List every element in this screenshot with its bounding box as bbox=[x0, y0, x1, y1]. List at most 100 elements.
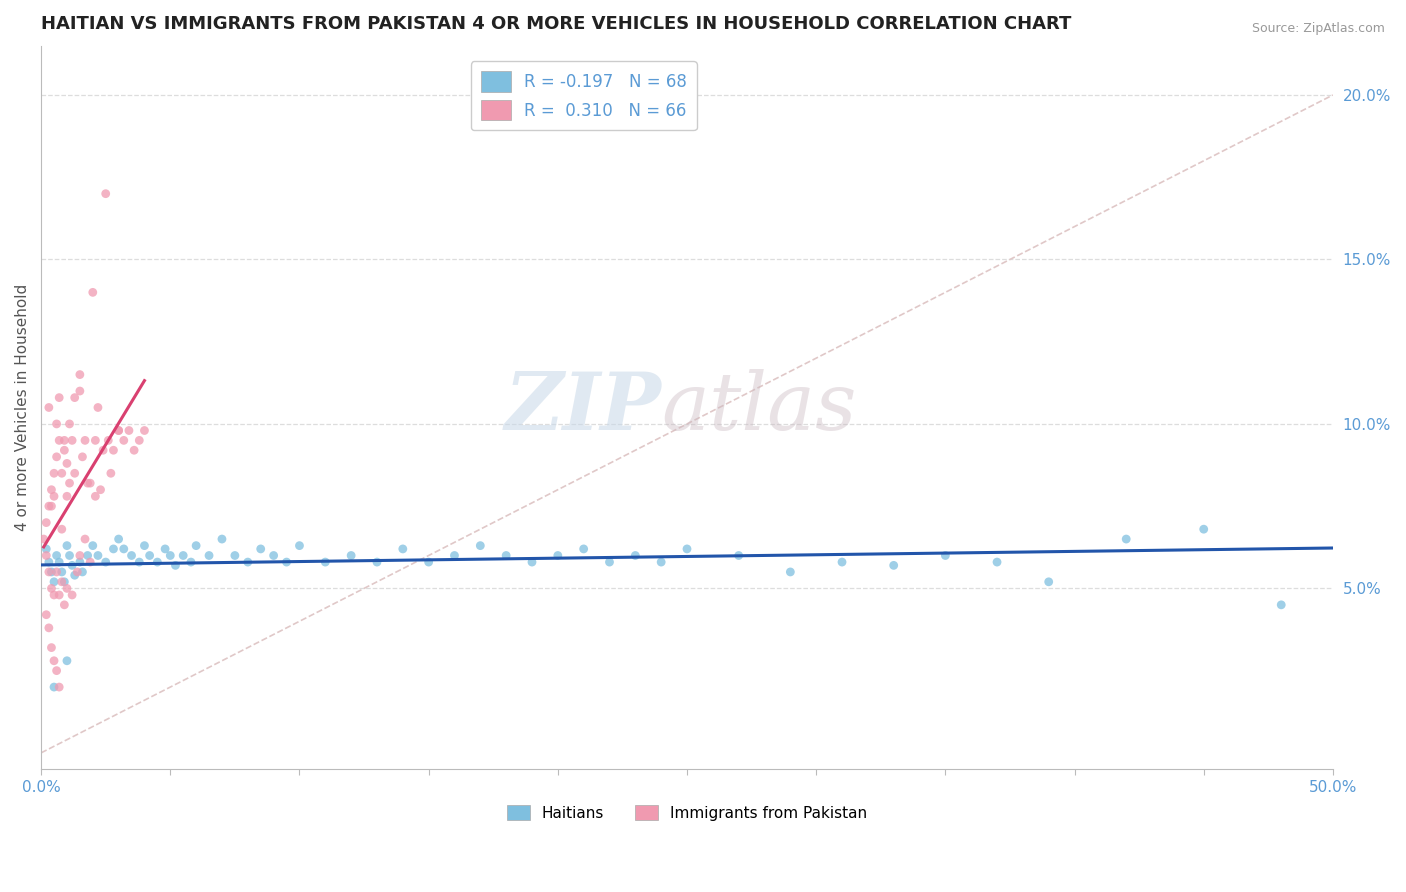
Point bbox=[51, 574, 73, 589]
Point bbox=[53, 434, 76, 448]
Point bbox=[165, 558, 187, 573]
Point bbox=[211, 532, 233, 546]
Point bbox=[443, 549, 465, 563]
Point bbox=[1192, 522, 1215, 536]
Point bbox=[263, 549, 285, 563]
Point bbox=[107, 532, 129, 546]
Point bbox=[624, 549, 647, 563]
Point bbox=[76, 476, 98, 491]
Point bbox=[883, 558, 905, 573]
Point bbox=[42, 588, 65, 602]
Point bbox=[153, 541, 176, 556]
Point bbox=[495, 549, 517, 563]
Point bbox=[122, 443, 145, 458]
Point bbox=[727, 549, 749, 563]
Point bbox=[159, 549, 181, 563]
Point bbox=[51, 522, 73, 536]
Point bbox=[42, 489, 65, 503]
Point bbox=[520, 555, 543, 569]
Point bbox=[41, 565, 63, 579]
Point bbox=[91, 443, 114, 458]
Point bbox=[48, 680, 70, 694]
Point bbox=[470, 539, 492, 553]
Point bbox=[42, 654, 65, 668]
Point bbox=[180, 555, 202, 569]
Point bbox=[94, 186, 117, 201]
Point bbox=[56, 457, 79, 471]
Point bbox=[650, 555, 672, 569]
Point bbox=[38, 401, 60, 415]
Point bbox=[112, 541, 135, 556]
Point bbox=[831, 555, 853, 569]
Point bbox=[572, 541, 595, 556]
Point bbox=[366, 555, 388, 569]
Point bbox=[35, 549, 58, 563]
Point bbox=[45, 417, 67, 431]
Point bbox=[35, 541, 58, 556]
Point bbox=[986, 555, 1008, 569]
Point bbox=[48, 588, 70, 602]
Point bbox=[48, 555, 70, 569]
Point bbox=[934, 549, 956, 563]
Point bbox=[146, 555, 169, 569]
Point bbox=[249, 541, 271, 556]
Point bbox=[198, 549, 221, 563]
Point bbox=[45, 565, 67, 579]
Point bbox=[38, 565, 60, 579]
Point bbox=[69, 549, 91, 563]
Point bbox=[42, 574, 65, 589]
Point bbox=[72, 565, 94, 579]
Point bbox=[53, 598, 76, 612]
Point bbox=[84, 434, 107, 448]
Point bbox=[56, 489, 79, 503]
Point bbox=[53, 574, 76, 589]
Point bbox=[73, 434, 96, 448]
Point bbox=[94, 555, 117, 569]
Point bbox=[41, 640, 63, 655]
Point bbox=[41, 499, 63, 513]
Legend: Haitians, Immigrants from Pakistan: Haitians, Immigrants from Pakistan bbox=[501, 798, 873, 827]
Point bbox=[60, 434, 83, 448]
Point bbox=[1270, 598, 1292, 612]
Point bbox=[79, 476, 101, 491]
Point bbox=[58, 476, 80, 491]
Point bbox=[35, 516, 58, 530]
Point bbox=[41, 483, 63, 497]
Point bbox=[53, 443, 76, 458]
Point bbox=[69, 368, 91, 382]
Point bbox=[63, 391, 86, 405]
Point bbox=[82, 539, 104, 553]
Point bbox=[35, 607, 58, 622]
Point bbox=[1115, 532, 1137, 546]
Point bbox=[100, 467, 122, 481]
Point bbox=[41, 582, 63, 596]
Point bbox=[172, 549, 194, 563]
Point bbox=[103, 541, 125, 556]
Point bbox=[38, 499, 60, 513]
Point bbox=[128, 434, 150, 448]
Point bbox=[51, 565, 73, 579]
Point bbox=[118, 424, 141, 438]
Point bbox=[48, 434, 70, 448]
Y-axis label: 4 or more Vehicles in Household: 4 or more Vehicles in Household bbox=[15, 284, 30, 531]
Point bbox=[224, 549, 246, 563]
Text: HAITIAN VS IMMIGRANTS FROM PAKISTAN 4 OR MORE VEHICLES IN HOUSEHOLD CORRELATION : HAITIAN VS IMMIGRANTS FROM PAKISTAN 4 OR… bbox=[41, 15, 1071, 33]
Point bbox=[138, 549, 160, 563]
Point bbox=[107, 424, 129, 438]
Point bbox=[45, 664, 67, 678]
Point bbox=[676, 541, 699, 556]
Point bbox=[97, 434, 120, 448]
Point bbox=[38, 555, 60, 569]
Point bbox=[1038, 574, 1060, 589]
Point bbox=[314, 555, 336, 569]
Point bbox=[84, 489, 107, 503]
Text: atlas: atlas bbox=[661, 368, 856, 446]
Point bbox=[45, 450, 67, 464]
Point bbox=[82, 285, 104, 300]
Point bbox=[66, 565, 89, 579]
Point bbox=[107, 424, 129, 438]
Point bbox=[58, 549, 80, 563]
Point bbox=[288, 539, 311, 553]
Point bbox=[32, 532, 55, 546]
Point bbox=[63, 568, 86, 582]
